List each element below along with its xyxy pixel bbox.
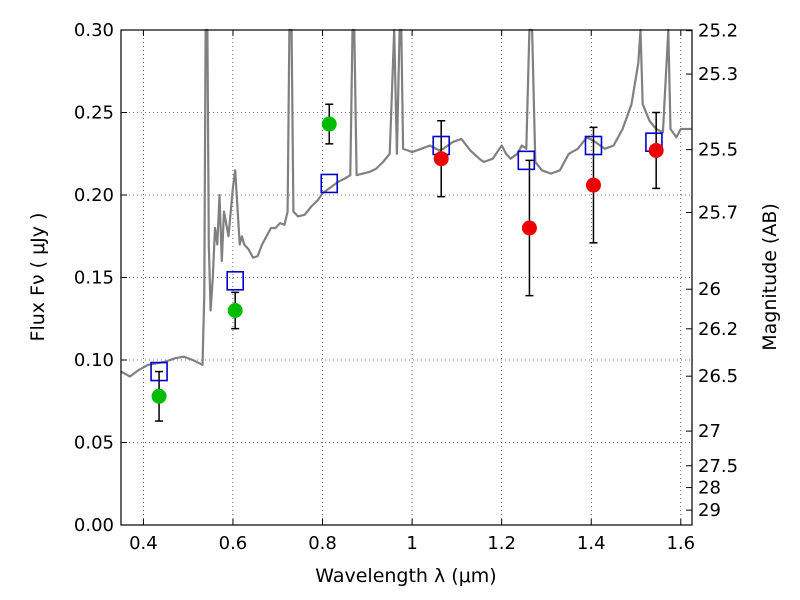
y2-tick-label: 27 [698,421,721,442]
x-tick-label: 0.4 [129,533,158,554]
square-marker [226,270,244,291]
y2-tick-label: 26.2 [698,319,738,340]
tick-labels: 0.4 0.6 0.8 1 1.2 1.4 1.6 0.00 0.05 0.10 0.15 0.20 0… [74,20,738,554]
y-tick-label: 0.25 [74,103,114,124]
y2-tick-label: 28 [698,478,721,499]
plot-frame [120,29,693,526]
model-spectrum-layer [120,28,692,378]
circle-marker [321,116,337,132]
y-tick-label: 0.30 [74,20,114,41]
circle-marker [585,177,601,193]
circle-marker [521,220,537,236]
circle-markers-layer [151,116,664,404]
y2-tick-label: 27.5 [698,456,738,477]
y-tick-label: 0.05 [74,433,114,454]
y2-tick-label: 26.5 [698,366,738,387]
square-markers-layer [150,132,663,382]
y-tick-label: 0.10 [74,350,114,371]
circle-marker [433,151,449,167]
circle-marker [151,388,167,404]
y2-tick-label: 25.3 [698,64,738,85]
square-marker [320,173,339,194]
x-tick-label: 1.2 [487,533,516,554]
x-axis-label: Wavelength λ (μm) [315,565,496,587]
square-marker [584,135,603,156]
y2-axis-label: Magnitude (AB) [759,203,781,351]
y2-tick-label: 25.2 [698,21,738,42]
circle-marker [227,303,243,318]
square-marker [150,361,168,382]
y-tick-label: 0.20 [74,185,114,206]
y2-tick-label: 25.5 [698,140,738,161]
y2-tick-label: 25.7 [698,202,738,223]
circle-marker [648,142,664,158]
model-spectrum-line [120,28,692,378]
y-tick-label: 0.15 [74,268,114,289]
x-tick-label: 0.8 [308,533,337,554]
x-tick-label: 1 [406,533,417,554]
grid-lines [121,29,692,526]
y2-tick-label: 29 [698,500,721,521]
y-tick-label: 0.00 [74,515,114,536]
y-axis-label: Flux Fν ( μJy ) [27,213,49,342]
errorbar-layer [155,103,661,422]
y2-tick-label: 26 [698,279,721,300]
x-tick-label: 1.4 [577,533,606,554]
x-tick-label: 1.6 [666,533,695,554]
x-tick-label: 0.6 [219,533,248,554]
axis-ticks [121,29,692,526]
square-marker [517,150,536,171]
